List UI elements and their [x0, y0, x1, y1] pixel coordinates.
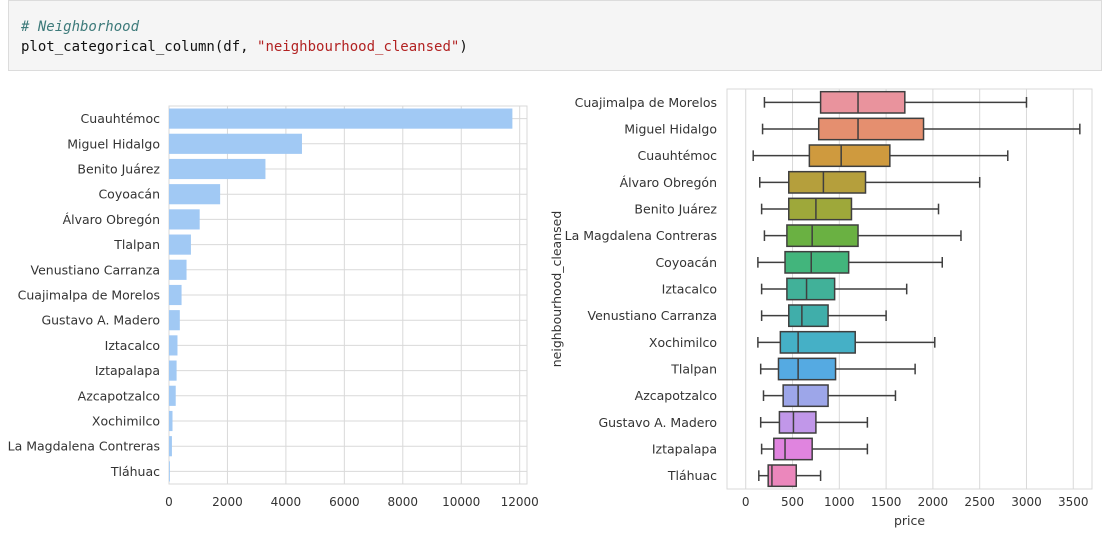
bar-x-tick-label: 4000: [271, 495, 302, 509]
box: [779, 330, 856, 354]
box-x-tick-label: 500: [781, 495, 804, 509]
code-call-suffix: ): [459, 39, 468, 55]
box-y-axis-label: neighbourhood_cleansed: [549, 211, 564, 368]
bar-category-label: Iztacalco: [105, 338, 160, 353]
box-category-label: Cuauhtémoc: [638, 148, 718, 163]
box: [808, 144, 891, 168]
bar-x-tick-label: 10000: [442, 495, 480, 509]
bar-category-label: Cuauhtémoc: [81, 111, 161, 126]
box: [786, 277, 836, 301]
box-category-label: Gustavo A. Madero: [598, 415, 717, 430]
bar: [169, 259, 187, 280]
box: [817, 117, 925, 141]
box-x-tick-label: 0: [742, 495, 750, 509]
box: [767, 464, 798, 488]
bar-category-label: Miguel Hidalgo: [67, 136, 160, 151]
box-chart: 0 500 1000 1500 2000 2500 3000 3500 price neighbo…: [549, 88, 1093, 528]
bar: [169, 310, 180, 331]
bar-x-tick-label: 2000: [212, 495, 243, 509]
bar: [169, 209, 200, 230]
box-category-label: Cuajimalpa de Morelos: [575, 95, 717, 110]
box-x-axis-label: price: [894, 513, 925, 528]
box: [784, 250, 850, 274]
bar-category-label: Tlalpan: [113, 237, 160, 252]
bar-category-label: Gustavo A. Madero: [41, 313, 160, 328]
bar: [169, 158, 266, 180]
box: [788, 170, 867, 194]
box-x-tick-label: 2000: [918, 495, 949, 509]
bar: [169, 360, 177, 381]
box-x-tick-label: 3000: [1011, 495, 1042, 509]
box-x-tick-label: 1000: [824, 495, 855, 509]
bar: [169, 133, 302, 154]
bar: [169, 410, 173, 432]
bar-category-label: Álvaro Obregón: [63, 212, 160, 227]
box-category-label: Iztapalapa: [652, 442, 717, 457]
box-category-label: Tlalpan: [670, 362, 717, 377]
code-text: # Neighborhood plot_categorical_column(d…: [21, 17, 468, 57]
box-x-tick-label: 2500: [964, 495, 995, 509]
code-call-prefix: plot_categorical_column(df,: [21, 39, 258, 55]
bar-category-label: Coyoacán: [98, 187, 160, 202]
bar: [169, 436, 172, 457]
box: [786, 224, 859, 248]
bar: [169, 461, 170, 482]
bar: [169, 184, 221, 205]
bar-category-label: Venustiano Carranza: [31, 262, 160, 277]
box-category-label: Benito Juárez: [634, 202, 717, 217]
box: [819, 90, 906, 114]
bar-chart: 0 2000 4000 6000 8000 10000 12000 Cuauhtémoc Mig…: [8, 105, 539, 509]
box-category-label: Azcapotzalco: [635, 388, 717, 403]
box: [782, 384, 829, 408]
bar: [169, 284, 182, 306]
bar-x-tick-label: 0: [165, 495, 173, 509]
box: [777, 357, 837, 381]
bar-category-label: Xochimilco: [92, 414, 160, 429]
box-category-label: Venustiano Carranza: [588, 308, 717, 323]
bar: [169, 234, 191, 255]
bar: [169, 335, 178, 356]
box-category-label: Tláhuac: [667, 468, 717, 483]
box-category-label: Miguel Hidalgo: [624, 122, 717, 137]
bar-x-tick-label: 8000: [388, 495, 419, 509]
bar-x-tick-label: 12000: [501, 495, 539, 509]
box: [773, 437, 813, 461]
box-category-label: Álvaro Obregón: [620, 175, 717, 190]
bar: [169, 385, 176, 406]
code-call-string: "neighbourhood_cleansed": [257, 39, 460, 55]
box-category-label: La Magdalena Contreras: [565, 228, 717, 243]
box-x-tick-label: 1500: [871, 495, 902, 509]
box: [788, 197, 853, 221]
bar-category-label: La Magdalena Contreras: [8, 439, 160, 454]
bar-category-label: Benito Juárez: [77, 162, 160, 177]
box-x-tick-label: 3500: [1058, 495, 1089, 509]
bar-category-label: Azcapotzalco: [78, 388, 160, 403]
bar-category-label: Cuajimalpa de Morelos: [18, 288, 160, 303]
box: [778, 410, 817, 434]
box: [788, 304, 829, 328]
box-category-label: Iztacalco: [662, 282, 717, 297]
bar: [169, 108, 513, 129]
box-category-label: Xochimilco: [649, 335, 717, 350]
code-comment: # Neighborhood: [21, 19, 140, 35]
box-category-label: Coyoacán: [655, 255, 717, 270]
code-cell[interactable]: # Neighborhood plot_categorical_column(d…: [8, 0, 1102, 71]
bar-category-label: Tláhuac: [110, 464, 160, 479]
bar-category-label: Iztapalapa: [95, 363, 160, 378]
bar-x-tick-label: 6000: [329, 495, 360, 509]
